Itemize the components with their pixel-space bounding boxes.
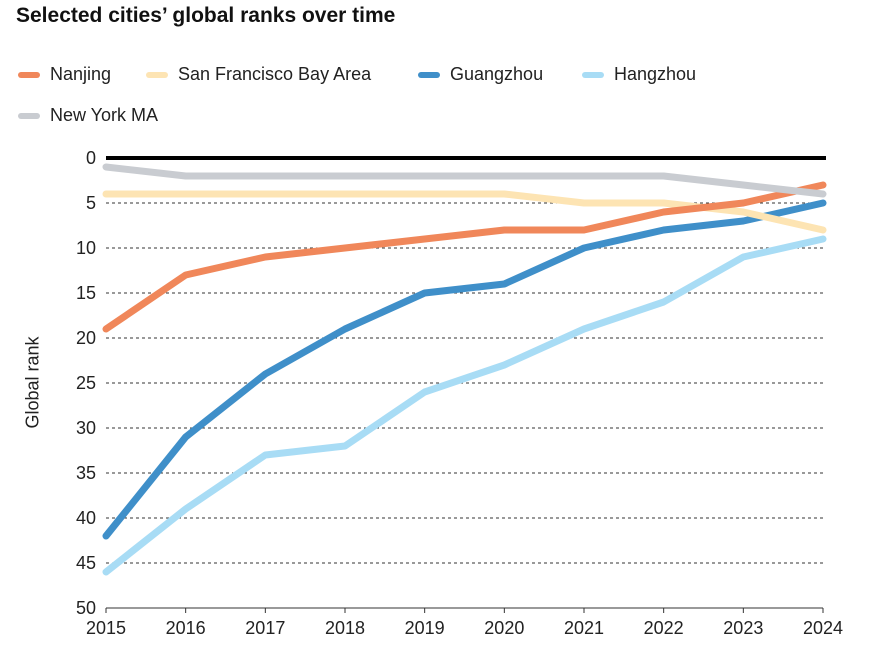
x-tick-label: 2016 — [166, 618, 206, 638]
legend-item-guangzhou: Guangzhou — [418, 64, 543, 85]
y-tick-label: 50 — [76, 598, 96, 618]
y-tick-label: 20 — [76, 328, 96, 348]
y-tick-label: 5 — [86, 193, 96, 213]
legend-label: Guangzhou — [450, 64, 544, 84]
x-tick-label: 2020 — [484, 618, 524, 638]
x-tick-label: 2015 — [86, 618, 126, 638]
legend-item-new-york: New York MA — [18, 105, 158, 126]
y-tick-label: 0 — [86, 148, 96, 168]
legend-label: New York MA — [50, 105, 159, 125]
y-tick-label: 10 — [76, 238, 96, 258]
legend-item-hangzhou: Hangzhou — [582, 64, 696, 85]
series-line-guangzhou — [102, 199, 827, 540]
x-tick-label: 2024 — [803, 618, 843, 638]
x-tick-label: 2019 — [405, 618, 445, 638]
y-tick-label: 30 — [76, 418, 96, 438]
series-line-new-york-ma — [102, 163, 827, 198]
y-tick-label: 40 — [76, 508, 96, 528]
legend-label: Nanjing — [50, 64, 112, 84]
x-tick-label: 2018 — [325, 618, 365, 638]
x-tick-label: 2017 — [245, 618, 285, 638]
legend-item-nanjing: Nanjing — [18, 64, 111, 85]
y-tick-label: 35 — [76, 463, 96, 483]
y-tick-label: 25 — [76, 373, 96, 393]
x-tick-label: 2023 — [723, 618, 763, 638]
y-tick-label: 15 — [76, 283, 96, 303]
legend-label: Hangzhou — [614, 64, 697, 84]
legend-label: San Francisco Bay Area — [178, 64, 372, 84]
chart-title: Selected cities’ global ranks over time — [16, 4, 396, 27]
series-line-hangzhou — [102, 235, 827, 576]
x-tick-label: 2021 — [564, 618, 604, 638]
series-line-nanjing — [102, 181, 827, 333]
y-tick-label: 45 — [76, 553, 96, 573]
x-tick-label: 2022 — [644, 618, 684, 638]
legend-item-sf-bay-area: San Francisco Bay Area — [146, 64, 371, 85]
